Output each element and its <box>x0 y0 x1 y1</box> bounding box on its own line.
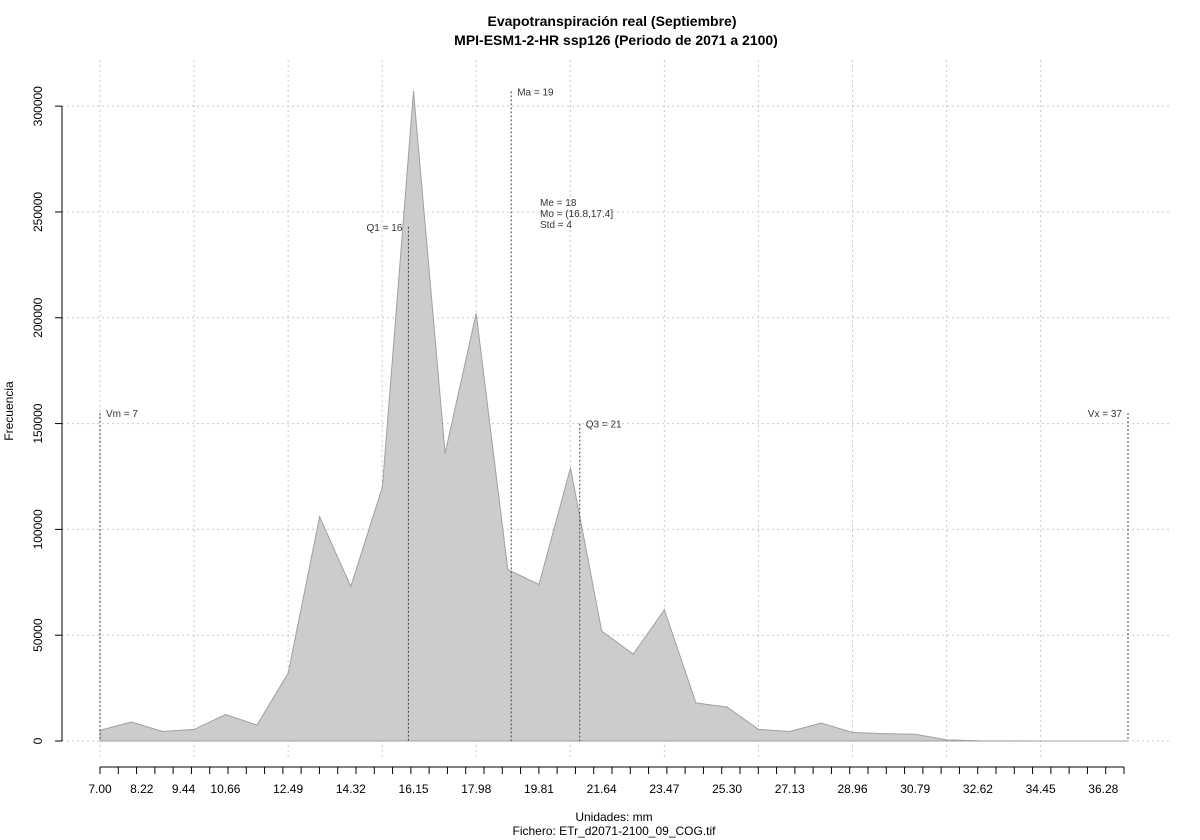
x-tick-label: 14.32 <box>336 782 366 796</box>
data-point <box>130 721 133 723</box>
data-point <box>475 312 477 315</box>
data-point <box>224 713 227 716</box>
data-point <box>946 739 948 741</box>
data-point <box>1008 740 1011 742</box>
stats-line: Std = 4 <box>540 220 572 231</box>
x-tick-label: 23.47 <box>649 782 679 796</box>
y-tick-label: 300000 <box>31 86 45 126</box>
data-point <box>1102 740 1104 742</box>
y-tick-label: 250000 <box>31 192 45 232</box>
data-point <box>1071 740 1073 742</box>
x-tick-label: 25.30 <box>712 782 742 796</box>
x-tick-label: 36.28 <box>1088 782 1118 796</box>
data-point <box>162 730 164 733</box>
data-point <box>695 702 697 704</box>
marker-label: Q1 = 16 <box>367 223 403 234</box>
y-axis-label: Frecuencia <box>2 381 16 441</box>
data-point <box>601 630 603 632</box>
data-point <box>507 568 509 571</box>
data-point <box>632 653 634 655</box>
x-tick-label: 9.44 <box>172 782 196 796</box>
data-point <box>883 732 885 735</box>
marker-label: Vm = 7 <box>106 409 138 420</box>
x-axis-label: Unidades: mm <box>575 810 652 824</box>
data-point <box>193 728 195 730</box>
data-point <box>538 583 540 586</box>
data-point <box>726 706 728 708</box>
plot-area <box>99 90 1129 742</box>
x-tick-label: 8.22 <box>130 782 154 796</box>
x-tick-label: 16.15 <box>399 782 429 796</box>
data-point <box>914 733 916 735</box>
marker-label: Ma = 19 <box>517 87 554 98</box>
x-tick-label: 19.81 <box>524 782 554 796</box>
y-axis: 0 50000 100000 150000 200000 250000 300000 <box>31 86 63 744</box>
y-tick-label: 100000 <box>31 509 45 549</box>
x-axis: 7.00 8.22 9.44 10.66 12.49 14.32 16.15 17.98 19.… <box>88 766 1125 796</box>
data-point <box>569 467 572 469</box>
data-point <box>789 730 791 733</box>
data-point <box>1040 740 1042 742</box>
data-point <box>381 486 383 488</box>
y-tick-label: 0 <box>31 737 45 744</box>
chart-title: Evapotranspiración real (Septiembre) <box>488 13 737 29</box>
data-point <box>350 585 352 588</box>
data-point <box>444 452 446 454</box>
frequency-area <box>99 91 1128 742</box>
data-point <box>1127 740 1129 742</box>
data-point <box>287 672 289 674</box>
data-point <box>319 516 321 518</box>
data-point <box>256 724 258 726</box>
chart-subtitle: MPI-ESM1-2-HR ssp126 (Periodo de 2071 a … <box>454 32 778 48</box>
stats-line: Mo = (16.8,17.4] <box>540 209 613 220</box>
source-file-label: Fichero: ETr_d2071-2100_09_COG.tif <box>513 824 717 838</box>
y-tick-label: 150000 <box>31 403 45 443</box>
x-tick-label: 27.13 <box>775 782 805 796</box>
stats-line: Me = 18 <box>540 198 577 209</box>
x-tick-label: 34.45 <box>1026 782 1056 796</box>
marker-label: Q3 = 21 <box>586 420 622 431</box>
data-point <box>758 728 760 730</box>
x-tick-label: 12.49 <box>273 782 303 796</box>
data-point <box>977 740 979 742</box>
x-tick-label: 10.66 <box>210 782 240 796</box>
x-tick-label: 7.00 <box>88 782 112 796</box>
x-tick-label: 17.98 <box>461 782 491 796</box>
x-tick-label: 28.96 <box>837 782 867 796</box>
marker-label: Vx = 37 <box>1088 409 1123 420</box>
x-tick-label: 21.64 <box>587 782 617 796</box>
x-tick-label: 30.79 <box>900 782 930 796</box>
data-point <box>412 90 415 92</box>
data-point <box>820 722 822 724</box>
y-tick-label: 50000 <box>31 618 45 652</box>
data-point <box>663 609 665 611</box>
data-point <box>851 731 854 734</box>
x-tick-label: 32.62 <box>963 782 993 796</box>
y-tick-label: 200000 <box>31 297 45 337</box>
marker-lines: Vm = 7 Q1 = 16 Ma = 19 Q3 = 21 Vx = 37 <box>99 87 1129 741</box>
